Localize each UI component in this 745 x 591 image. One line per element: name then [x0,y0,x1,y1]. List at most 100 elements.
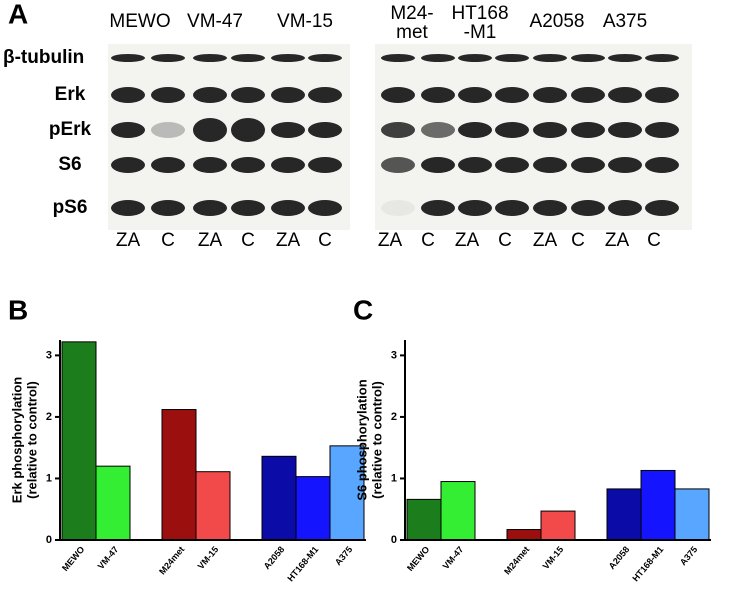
blot-band [111,87,145,103]
y-tick-label: 0 [391,534,397,546]
bar [440,481,476,541]
y-tick-label: 0 [46,534,52,546]
lane-label: VM-15 [277,11,333,32]
blot-band [151,122,185,138]
condition-label: C [241,230,255,251]
bar [606,488,642,541]
blot-band [271,157,305,173]
condition-label: C [318,230,332,251]
panel-label: C [353,294,373,325]
blot-band [381,54,415,62]
blot-band [193,54,227,62]
blot-band [111,54,145,62]
blot-left [108,44,350,230]
lane-label: met [396,22,428,43]
blot-band [193,200,227,216]
blot-band [645,122,679,138]
x-tick-label: MEWO [60,544,86,573]
blot-band [271,122,305,138]
blot-band [421,122,455,138]
panel-label: A [8,0,28,29]
row-label: Erk [55,84,86,105]
blot-band [231,54,265,62]
y-axis-label: (relative to control) [369,381,384,499]
blot-band [271,200,305,216]
bar [506,529,542,541]
lane-label: A2058 [530,11,585,32]
blot-band [533,200,567,216]
blot-band [571,87,605,103]
blot-band [495,87,529,103]
blot-band [231,200,265,216]
blot-band [571,122,605,138]
condition-label: C [571,230,585,251]
x-tick-label: VM-47 [96,544,121,571]
blot-band [645,87,679,103]
bar [95,465,131,541]
bar [295,476,331,541]
y-axis-label: S6 phosphorylation [354,379,369,500]
bar [195,471,231,541]
blot-band [645,54,679,62]
x-tick-label: A375 [678,544,699,567]
blot-band [111,122,145,138]
blot-band [495,157,529,173]
blot-band [458,122,492,138]
x-tick-label: HT168-M1 [630,544,665,583]
blot-band [608,157,642,173]
blot-band [571,157,605,173]
blot-band [231,118,265,142]
blot-band [151,54,185,62]
bar [61,341,97,541]
x-tick-label: HT168-M1 [285,544,320,583]
x-tick-label: VM-15 [196,544,221,571]
condition-label: C [421,230,435,251]
blot-band [458,87,492,103]
blot-band [421,157,455,173]
condition-label: ZA [198,230,223,251]
bar [161,409,197,541]
y-tick-label: 3 [46,349,52,361]
blot-band [495,200,529,216]
blot-band [495,122,529,138]
x-tick-label: M24met [157,544,186,576]
blot-band [308,200,342,216]
condition-label: ZA [455,230,480,251]
condition-label: C [161,230,175,251]
blot-band [421,200,455,216]
blot-right [375,44,692,230]
blot-band [608,200,642,216]
blot-band [151,87,185,103]
condition-label: ZA [276,230,301,251]
blot-band [308,157,342,173]
blot-band [111,157,145,173]
row-label: pS6 [53,197,88,218]
blot-band [308,122,342,138]
y-axis-label: (relative to control) [24,381,39,499]
blot-band [381,122,415,138]
row-label: β-tubulin [3,47,84,68]
blot-band [533,54,567,62]
bar [261,455,297,541]
blot-band [608,87,642,103]
bar [540,510,576,541]
row-label: pErk [49,119,92,140]
blot-band [381,200,415,216]
y-tick-label: 1 [391,472,397,484]
blot-band [571,200,605,216]
blot-band [151,157,185,173]
blot-band [608,54,642,62]
blot-band [271,54,305,62]
blot-band [193,87,227,103]
blot-band [231,157,265,173]
blot-band [495,54,529,62]
bar [329,445,365,541]
blot-band [271,87,305,103]
blot-band [458,54,492,62]
blot-band [231,87,265,103]
panel-label: B [8,294,28,325]
x-tick-label: MEWO [405,544,431,573]
y-tick-label: 2 [46,411,52,423]
y-tick-label: 3 [391,349,397,361]
y-axis-label: Erk phosphorylation [9,377,24,503]
